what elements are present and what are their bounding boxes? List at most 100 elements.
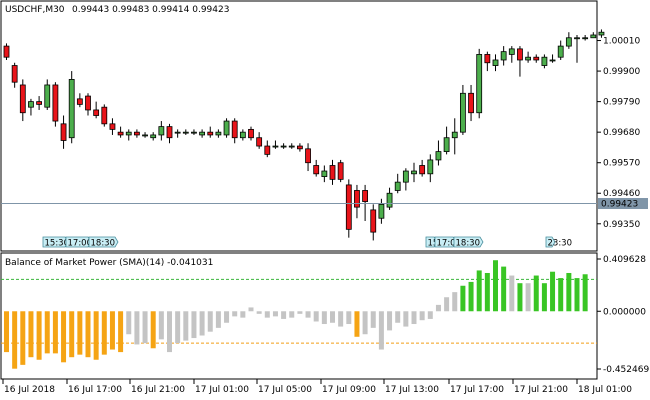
candle-body: [280, 145, 287, 148]
candle: [354, 184, 360, 219]
candle: [362, 184, 369, 222]
bmp-bar: [36, 311, 42, 360]
indicator-value-axis: 0.409628 0.000000 -0.452469: [597, 255, 649, 375]
candle-body: [142, 134, 148, 137]
candle-body: [158, 126, 165, 136]
candle: [11, 62, 18, 88]
candle: [280, 143, 287, 149]
bmp-bar: [476, 270, 482, 312]
indicator-tick-label: 0.409628: [603, 255, 646, 265]
candle: [85, 93, 91, 116]
bmp-bar: [582, 274, 588, 312]
candle: [500, 46, 507, 66]
bmp-bar: [272, 311, 278, 317]
candle: [574, 34, 580, 63]
bmp-bar: [533, 275, 539, 312]
bmp-bar: [354, 311, 360, 337]
candle: [231, 118, 238, 144]
bmp-bar: [167, 311, 172, 353]
bmp-bar: [20, 311, 26, 365]
candle-body: [443, 137, 450, 153]
bmp-bar: [69, 311, 75, 358]
session-marker-label: 17:00: [437, 239, 462, 249]
bmp-bar: [158, 311, 164, 340]
bmp-bar: [435, 304, 441, 312]
candle-body: [500, 51, 507, 61]
current-price-label: 0.99423: [601, 200, 638, 210]
candle: [411, 162, 417, 183]
bmp-bar: [427, 311, 433, 319]
bmp-bar: [338, 311, 344, 327]
bmp-bar: [493, 260, 498, 312]
candle: [133, 129, 140, 138]
bmp-bar: [240, 311, 246, 318]
bmp-bar: [297, 311, 303, 314]
candle-body: [93, 109, 100, 116]
bmp-bar: [101, 311, 107, 355]
session-marker: 23:30: [545, 236, 572, 249]
time-tick-label: 18 Jul 01:00: [578, 385, 632, 395]
bmp-bar: [362, 311, 368, 335]
candle-body: [207, 131, 214, 136]
candle: [394, 173, 401, 194]
candle: [117, 126, 124, 138]
bmp-bar: [525, 283, 531, 312]
indicator-panel-frame: [0, 252, 598, 380]
candle: [321, 165, 328, 183]
candle: [150, 132, 157, 141]
candle: [402, 168, 409, 191]
candle-body: [239, 131, 246, 139]
bmp-bar: [77, 311, 83, 355]
bmp-bar: [313, 311, 319, 322]
candle-body: [68, 79, 75, 139]
bmp-bar: [541, 283, 547, 312]
candle-body: [36, 101, 42, 105]
candle-body: [590, 34, 597, 39]
candle: [378, 198, 385, 224]
candle: [492, 54, 499, 72]
candle-body: [101, 106, 108, 125]
bmp-bar: [574, 278, 580, 312]
price-tick-label: 0.99350: [603, 220, 640, 230]
candle-body: [345, 184, 352, 230]
candle: [199, 129, 206, 138]
price-panel-frame: [0, 0, 598, 252]
time-tick-label: 16 Jul 17:00: [68, 385, 122, 395]
bmp-bar: [256, 311, 262, 314]
bmp-bar: [281, 311, 287, 319]
time-tick-label: 17 Jul 05:00: [258, 385, 312, 395]
bmp-bar: [109, 311, 115, 350]
bmp-bar: [248, 307, 254, 312]
bmp-bar: [517, 283, 523, 312]
candle: [191, 129, 197, 135]
candle-body: [60, 123, 67, 141]
bmp-bar: [191, 311, 197, 339]
bmp-bar: [85, 311, 91, 358]
candle-body: [272, 145, 279, 148]
candle-body: [288, 145, 295, 148]
candle: [443, 126, 450, 155]
bmp-bar: [444, 297, 450, 312]
bmp-bar: [28, 311, 34, 358]
bmp-bar: [93, 311, 99, 360]
candle: [223, 118, 230, 138]
candle: [451, 118, 458, 155]
candle-body: [574, 37, 580, 40]
candle: [419, 159, 426, 177]
session-marker-label: 18:30: [91, 239, 116, 249]
session-marker-tag: [88, 236, 119, 248]
candle: [93, 101, 100, 119]
candle-body: [419, 165, 426, 175]
bmp-bar: [61, 311, 67, 363]
candle: [248, 126, 254, 141]
candle-body: [362, 190, 369, 202]
candle-body: [296, 145, 303, 150]
bmp-bar: [411, 311, 417, 325]
candle-body: [117, 131, 124, 136]
bmp-bar: [550, 271, 556, 312]
candle-body: [476, 54, 483, 114]
candle-body: [378, 203, 385, 219]
bmp-bar: [44, 311, 50, 354]
session-marker-tag: [453, 236, 484, 248]
